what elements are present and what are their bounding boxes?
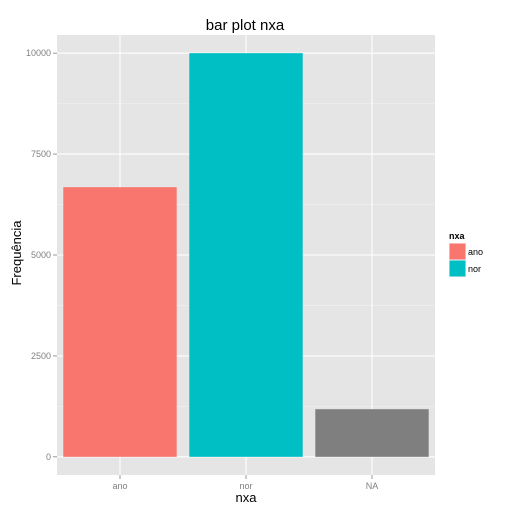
bar-ano xyxy=(63,187,177,457)
chart-title: bar plot nxa xyxy=(206,17,285,34)
bar-nor xyxy=(189,53,303,457)
legend-swatch xyxy=(449,243,466,260)
y-axis-title: Frequência xyxy=(9,220,24,286)
legend-label: ano xyxy=(468,247,483,257)
x-axis: ano nor NA xyxy=(112,475,378,491)
x-axis-title: nxa xyxy=(236,490,258,505)
bars xyxy=(63,53,429,457)
legend-label: nor xyxy=(468,264,481,274)
bar-na xyxy=(315,409,429,457)
y-tick-label: 7500 xyxy=(31,149,51,159)
y-tick-label: 0 xyxy=(46,452,51,462)
x-tick-label: NA xyxy=(366,481,379,491)
x-tick-label: ano xyxy=(112,481,127,491)
y-tick-label: 2500 xyxy=(31,351,51,361)
y-tick-label: 10000 xyxy=(26,48,51,58)
y-axis: 0 2500 5000 7500 10000 xyxy=(26,48,57,462)
legend: nxa ano nor xyxy=(449,231,483,277)
x-tick-label: nor xyxy=(239,481,252,491)
legend-swatch xyxy=(449,260,466,277)
y-tick-label: 5000 xyxy=(31,250,51,260)
legend-title: nxa xyxy=(449,231,466,241)
